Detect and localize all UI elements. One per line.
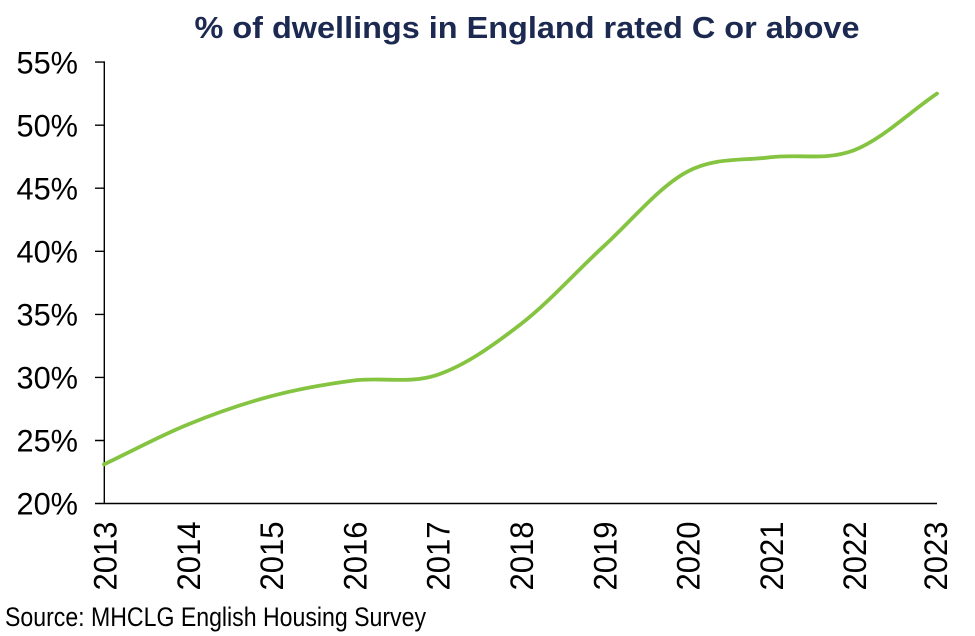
svg-text:55%: 55% [17,44,79,80]
svg-text:2019: 2019 [587,522,623,591]
svg-text:2023: 2023 [918,522,954,591]
svg-text:2021: 2021 [754,522,790,591]
svg-text:2020: 2020 [671,522,707,591]
svg-text:20%: 20% [17,486,79,522]
svg-text:40%: 40% [17,234,79,270]
svg-text:2018: 2018 [504,522,540,591]
svg-text:50%: 50% [17,107,79,143]
svg-text:2014: 2014 [171,522,207,591]
svg-text:2013: 2013 [88,522,124,591]
svg-text:30%: 30% [17,360,79,396]
svg-text:% of dwellings in England rate: % of dwellings in England rated C or abo… [195,10,860,45]
svg-text:25%: 25% [17,423,79,459]
svg-text:2015: 2015 [254,522,290,591]
svg-text:2017: 2017 [421,522,457,591]
svg-text:2022: 2022 [837,522,873,591]
svg-text:35%: 35% [17,297,79,333]
svg-text:Source: MHCLG English Housing: Source: MHCLG English Housing Survey [5,602,426,632]
svg-text:2016: 2016 [337,522,373,591]
svg-text:45%: 45% [17,170,79,206]
